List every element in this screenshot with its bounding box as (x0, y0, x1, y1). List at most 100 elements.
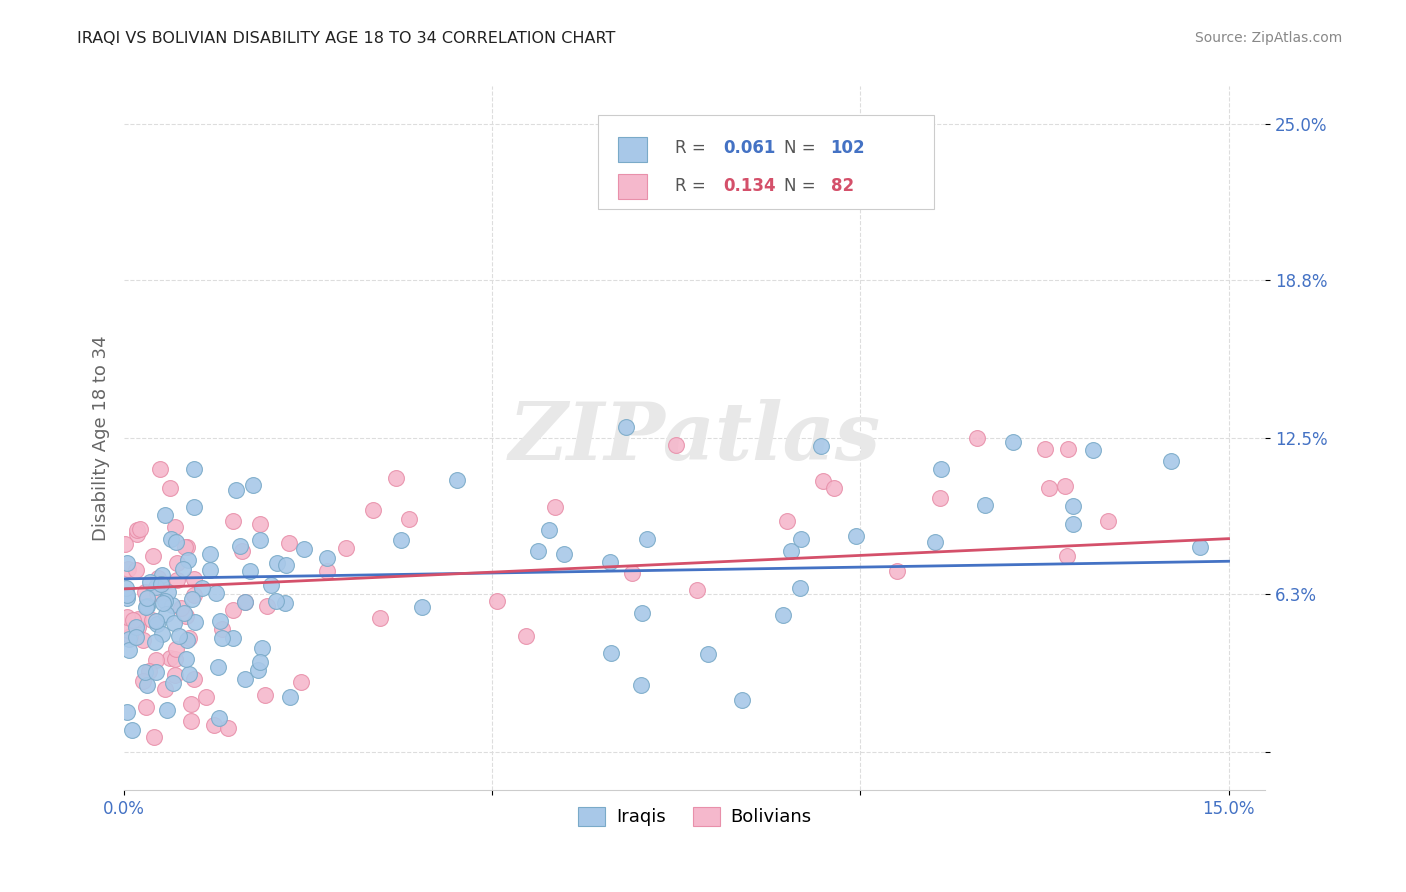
Point (132, 673, 155, 688)
Point (125, 563, 148, 577)
Point (217, 722, 239, 736)
Point (145, 616, 167, 631)
Point (266, 556, 288, 570)
Point (149, 575, 172, 590)
Point (115, 556, 138, 570)
Point (211, 622, 233, 636)
Text: N =: N = (783, 178, 821, 195)
Point (278, 690, 301, 704)
Point (152, 596, 174, 610)
Point (117, 561, 139, 575)
Point (143, 635, 166, 649)
Point (145, 615, 167, 629)
Point (1097, 514, 1119, 528)
Point (135, 599, 157, 614)
Text: 82: 82 (831, 178, 853, 195)
Point (163, 520, 186, 534)
Point (1054, 479, 1077, 493)
Point (1062, 516, 1084, 531)
Point (129, 522, 152, 536)
Point (150, 627, 173, 641)
Text: N =: N = (783, 138, 821, 157)
FancyBboxPatch shape (619, 137, 647, 161)
Text: IRAQI VS BOLIVIAN DISABILITY AGE 18 TO 34 CORRELATION CHART: IRAQI VS BOLIVIAN DISABILITY AGE 18 TO 3… (77, 31, 616, 46)
Point (165, 642, 187, 657)
Point (527, 544, 550, 558)
Point (973, 498, 995, 512)
Point (1083, 443, 1105, 458)
Point (183, 588, 205, 602)
Point (198, 547, 221, 561)
Point (966, 431, 988, 445)
Point (209, 615, 232, 629)
Point (246, 663, 269, 677)
Point (145, 665, 167, 679)
Point (233, 595, 256, 609)
Point (115, 705, 138, 719)
Point (823, 481, 845, 495)
Point (143, 730, 166, 744)
Point (163, 652, 186, 666)
Point (180, 698, 202, 712)
Point (277, 536, 299, 550)
Point (256, 599, 278, 613)
Point (176, 553, 198, 567)
Y-axis label: Disability Age 18 to 34: Disability Age 18 to 34 (93, 335, 110, 541)
Point (125, 526, 148, 541)
Point (1062, 499, 1084, 513)
Point (636, 532, 658, 546)
Point (163, 667, 186, 681)
FancyBboxPatch shape (598, 114, 935, 210)
Point (515, 629, 537, 643)
Point (211, 631, 233, 645)
Point (221, 632, 243, 646)
Point (145, 580, 167, 594)
Point (225, 483, 247, 497)
Point (486, 594, 509, 608)
Point (135, 700, 157, 714)
Point (160, 532, 183, 546)
Point (1002, 434, 1025, 449)
Point (117, 623, 139, 637)
Point (173, 607, 195, 621)
Point (183, 462, 205, 476)
Point (153, 682, 176, 697)
Point (194, 690, 217, 704)
Point (231, 543, 253, 558)
Point (290, 674, 312, 689)
Point (810, 439, 832, 453)
Point (121, 614, 143, 628)
Point (165, 535, 187, 549)
Text: ZIPatlas: ZIPatlas (509, 400, 882, 477)
Text: Source: ZipAtlas.com: Source: ZipAtlas.com (1195, 31, 1343, 45)
Point (544, 500, 567, 514)
Point (152, 568, 174, 582)
Point (264, 593, 287, 607)
Point (790, 532, 813, 546)
Point (924, 534, 946, 549)
Point (134, 585, 156, 599)
Point (260, 578, 283, 592)
Point (180, 714, 202, 729)
Point (142, 549, 165, 564)
Point (176, 652, 198, 666)
Point (776, 514, 799, 528)
Point (125, 620, 148, 634)
Point (181, 591, 204, 606)
Point (207, 659, 229, 673)
Point (630, 677, 652, 691)
Point (159, 651, 181, 665)
Point (235, 673, 257, 687)
Point (153, 508, 176, 523)
Point (731, 693, 754, 707)
Point (146, 586, 169, 600)
Point (1057, 442, 1080, 457)
Point (631, 606, 654, 620)
Point (127, 612, 149, 626)
Text: 102: 102 (831, 138, 865, 157)
Point (115, 610, 138, 624)
Point (1038, 481, 1060, 495)
Point (162, 676, 184, 690)
Point (1056, 549, 1078, 563)
Point (167, 629, 190, 643)
